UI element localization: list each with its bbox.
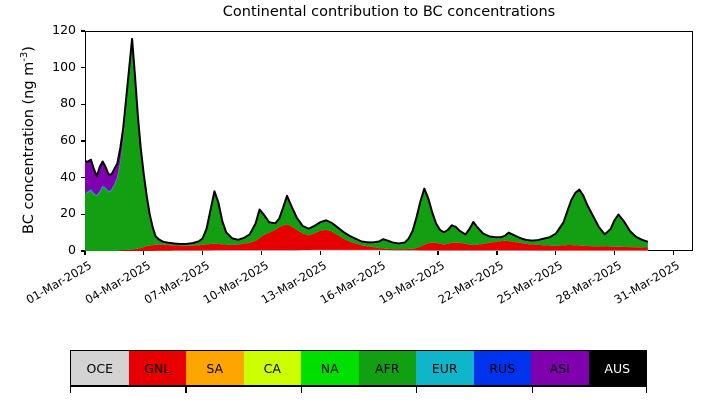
y-tick-mark xyxy=(81,30,85,32)
y-tick-label: 80 xyxy=(60,95,76,111)
legend-item-gnl[interactable]: GNL xyxy=(128,351,186,385)
legend-item-sa[interactable]: SA xyxy=(186,351,244,385)
area-series-afr xyxy=(85,44,648,251)
legend-colorbar: OCE GNL SA CA NA AFR EUR RUS ASI AUS xyxy=(70,350,647,386)
x-tick-mark xyxy=(378,251,380,255)
legend-item-eur[interactable]: EUR xyxy=(416,351,474,385)
y-tick-mark xyxy=(81,140,85,142)
x-tick-mark xyxy=(202,251,204,255)
x-tick-mark xyxy=(672,251,675,255)
y-axis-label: BC concentration (ng m-3) xyxy=(12,14,38,266)
x-tick-mark xyxy=(143,251,145,255)
legend-item-ca[interactable]: CA xyxy=(243,351,301,385)
y-tick-mark xyxy=(81,103,85,105)
legend-tick xyxy=(531,387,533,393)
y-tick-label: 0 xyxy=(68,242,76,257)
legend-tick xyxy=(300,387,303,393)
y-axis-label-text: BC concentration (ng m xyxy=(20,61,37,234)
legend-item-na[interactable]: NA xyxy=(301,351,359,385)
y-tick-label: 120 xyxy=(52,22,76,37)
x-tick-mark xyxy=(555,251,557,255)
page-title: Continental contribution to BC concentra… xyxy=(222,4,556,20)
y-tick-mark xyxy=(81,177,85,179)
y-tick-label: 40 xyxy=(60,168,76,184)
legend: OCE GNL SA CA NA AFR EUR RUS ASI AUS xyxy=(70,350,647,393)
x-tick-mark xyxy=(613,251,616,255)
y-tick-mark xyxy=(81,213,85,215)
y-axis-label-exponent: -3 xyxy=(19,51,30,62)
legend-tick xyxy=(645,387,647,393)
legend-tick xyxy=(185,387,187,393)
stacked-area-plot xyxy=(85,37,649,251)
x-tick-mark xyxy=(319,251,321,255)
y-tick-label: 20 xyxy=(60,205,76,221)
y-tick-label: 100 xyxy=(52,58,76,74)
x-tick-mark xyxy=(437,251,439,255)
legend-item-afr[interactable]: AFR xyxy=(358,351,416,385)
area-series-asi xyxy=(85,38,648,245)
legend-item-asi[interactable]: ASI xyxy=(531,351,589,385)
legend-tick xyxy=(416,387,418,393)
legend-item-aus[interactable]: AUS xyxy=(588,351,646,385)
legend-tick xyxy=(70,387,72,393)
y-tick-mark xyxy=(81,250,85,252)
y-tick-mark xyxy=(81,67,85,69)
x-tick-mark xyxy=(496,251,498,255)
y-axis-label-tail: ) xyxy=(20,46,37,52)
area-series-gnl xyxy=(85,224,648,251)
area-series-oce xyxy=(85,249,648,251)
area-series-eur xyxy=(85,43,648,246)
total-outline-line xyxy=(85,37,649,245)
x-tick-mark xyxy=(84,251,86,255)
legend-axis xyxy=(70,386,647,398)
legend-item-oce[interactable]: OCE xyxy=(71,351,129,385)
legend-item-rus[interactable]: RUS xyxy=(473,351,531,385)
y-tick-label: 60 xyxy=(60,132,76,147)
area-series-rus xyxy=(85,42,648,245)
x-tick-mark xyxy=(260,251,263,255)
